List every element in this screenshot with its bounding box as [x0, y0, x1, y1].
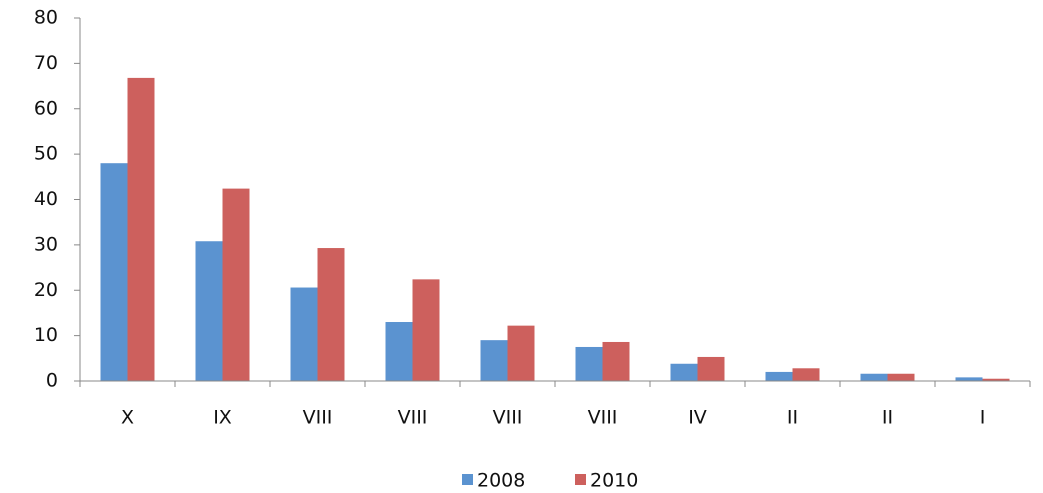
x-tick-label: IV: [688, 407, 707, 429]
x-tick-label: VIII: [588, 407, 618, 429]
bar: [860, 373, 888, 381]
bar: [385, 322, 413, 381]
bar: [100, 163, 128, 381]
bar: [127, 77, 155, 382]
bar: [765, 371, 793, 381]
x-tick-label: II: [787, 407, 798, 429]
bar: [317, 248, 345, 381]
bar: [955, 377, 983, 381]
bar: [792, 368, 820, 381]
bar: [480, 340, 508, 381]
y-tick-label: 70: [34, 52, 58, 74]
bar: [697, 356, 725, 381]
y-tick-label: 80: [34, 7, 58, 29]
legend-swatch: [462, 474, 473, 485]
x-tick-label: I: [980, 407, 986, 429]
x-tick-label: IX: [213, 407, 232, 429]
bar: [887, 373, 915, 381]
bar: [412, 279, 440, 381]
x-tick-label: VIII: [303, 407, 333, 429]
bar: [982, 378, 1010, 381]
y-tick-label: 20: [34, 279, 58, 301]
y-tick-label: 10: [34, 324, 58, 346]
y-tick-label: 40: [34, 188, 58, 210]
bar: [290, 287, 318, 381]
y-tick-label: 60: [34, 97, 58, 119]
x-tick-label: VIII: [398, 407, 428, 429]
legend-label: 2008: [477, 470, 525, 492]
bar: [670, 363, 698, 381]
bar: [575, 346, 603, 381]
legend-swatch: [575, 474, 586, 485]
y-tick-label: 0: [46, 370, 58, 392]
x-tick-label: X: [121, 407, 134, 429]
bar: [507, 325, 535, 381]
bar: [222, 188, 250, 381]
y-tick-label: 50: [34, 143, 58, 165]
x-tick-label: VIII: [493, 407, 523, 429]
bar: [195, 241, 223, 381]
x-tick-label: II: [882, 407, 893, 429]
bar: [602, 341, 630, 381]
y-tick-label: 30: [34, 233, 58, 255]
legend-label: 2010: [590, 470, 638, 492]
